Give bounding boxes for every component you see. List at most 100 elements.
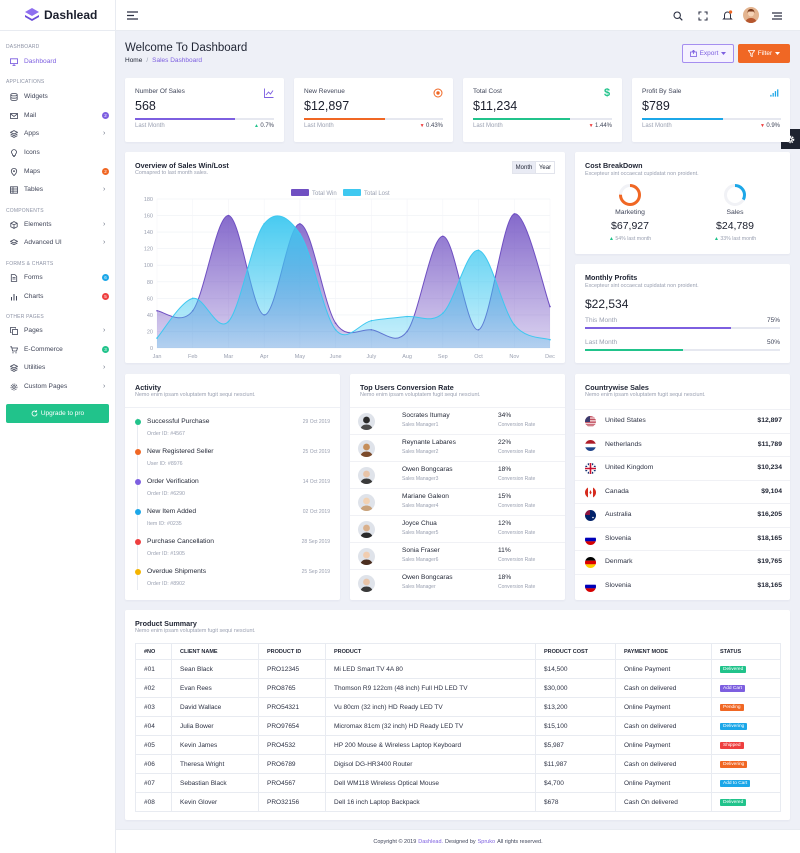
activity-title[interactable]: Overdue Shipments [147, 568, 207, 575]
upgrade-button[interactable]: Upgrade to pro [6, 404, 109, 423]
activity-title[interactable]: Order Verification [147, 478, 199, 485]
filter-button[interactable]: Filter [738, 44, 790, 63]
table-row[interactable]: #05 Kevin James PRO4532 HP 200 Mouse & Wire… [135, 735, 781, 755]
conversion-row[interactable]: Reynante Labares Sales Manager2 22% Convers… [350, 434, 565, 461]
fullscreen-icon[interactable] [696, 9, 709, 22]
breadcrumb-home[interactable]: Home [125, 57, 143, 64]
country-row[interactable]: Netherlands $11,789 [575, 432, 790, 456]
country-value: $9,104 [761, 487, 782, 495]
sidebar-item-tables[interactable]: Tables › [0, 182, 116, 197]
sidebar-item-widgets[interactable]: Widgets [0, 89, 116, 104]
conversion-pct: 12% [498, 520, 512, 527]
sidebar-item-icons[interactable]: Icons [0, 145, 116, 160]
layers-icon [10, 363, 18, 372]
cost-label: Sales [726, 209, 744, 216]
chevron-right-icon: › [103, 221, 106, 228]
country-name: Netherlands [605, 440, 642, 448]
table-row[interactable]: #07 Sebastian Black PRO4567 Dell WM118 Wire… [135, 773, 781, 793]
y-tick-label: 40 [147, 313, 153, 319]
sidebar-item-forms[interactable]: Forms 6 [0, 270, 116, 285]
footer-brand-link[interactable]: Dashlead. [418, 838, 444, 845]
table-row[interactable]: #08 Kevin Glover PRO32156 Dell 16 inch Lapt… [135, 792, 781, 812]
x-tick-label: Oct [474, 354, 483, 360]
cell-product: Thomson R9 122cm (48 inch) Full HD LED T… [325, 678, 536, 698]
footer-author-link[interactable]: Spruko [477, 838, 496, 845]
table-row[interactable]: #04 Julia Bower PRO97654 Micromax 81cm (32 … [135, 716, 781, 736]
chevron-right-icon: › [103, 239, 106, 246]
notification-bell-icon[interactable] [721, 9, 734, 22]
sidebar-item-dashboard[interactable]: Dashboard [0, 54, 116, 69]
sidebar-category: APPLICATIONS [6, 79, 45, 85]
menu-toggle-icon[interactable] [126, 9, 139, 22]
activity-title[interactable]: New Item Added [147, 508, 197, 515]
country-row[interactable]: Denmark $19,765 [575, 550, 790, 573]
stat-label: Number Of Sales [135, 88, 185, 95]
x-tick-label: Jan [153, 354, 162, 360]
conversion-row[interactable]: Owen Bongcaras Sales Manager3 18% Conversio… [350, 461, 565, 488]
sidebar-item-apps[interactable]: Apps › [0, 126, 116, 141]
flag-image [585, 486, 596, 498]
data-point [263, 223, 265, 225]
sidebar-item-mail[interactable]: Mail 2 [0, 108, 116, 123]
this-month-pct: 75% [766, 317, 780, 324]
brand-logo[interactable]: Dashlead [0, 0, 116, 31]
right-menu-icon[interactable] [770, 9, 783, 22]
sidebar-item-utilities[interactable]: Utilities › [0, 360, 116, 375]
user-role: Sales Manager2 [402, 449, 439, 455]
table-row[interactable]: #01 Sean Black PRO12345 Mi LED Smart TV 4A … [135, 659, 781, 679]
card-title: Cost BreakDown [585, 161, 643, 170]
sidebar-item-advanced-ui[interactable]: Advanced UI › [0, 235, 116, 250]
cell-product: Mi LED Smart TV 4A 80 [325, 659, 536, 679]
col-header: PRODUCT ID [258, 643, 326, 660]
table-row[interactable]: #02 Evan Rees PRO8765 Thomson R9 122cm (48 … [135, 678, 781, 698]
arrow-down-icon: ▼ [759, 123, 767, 129]
conversion-row[interactable]: Socrates Itumay Sales Manager1 34% Conversi… [350, 407, 565, 434]
table-row[interactable]: #03 David Wallace PRO54321 Vu 80cm (32 inch… [135, 697, 781, 717]
sidebar-item-charts[interactable]: Charts 5 [0, 289, 116, 304]
country-row[interactable]: United States $12,897 [575, 409, 790, 432]
data-point [406, 315, 408, 318]
activity-title[interactable]: Purchase Cancellation [147, 538, 214, 545]
conversion-row[interactable]: Owen Bongcaras Sales Manager 18% Conversion… [350, 569, 565, 596]
card-subtitle: Nemo enim ipsam voluptatem fugit sequi n… [135, 392, 256, 398]
card-subtitle: Nemo enim ipsam voluptatem fugit sequi n… [585, 392, 706, 398]
cell-status: Delivering [711, 754, 781, 774]
cell-status: Add Cart [711, 678, 781, 698]
country-row[interactable]: Canada $9,104 [575, 479, 790, 503]
country-row[interactable]: United Kingdom $10,234 [575, 456, 790, 479]
activity-title[interactable]: New Registered Seller [147, 448, 214, 455]
y-tick-label: 80 [147, 280, 153, 286]
data-point [513, 324, 516, 326]
table-row[interactable]: #06 Theresa Wright PRO6789 Digisol DG-HR340… [135, 754, 781, 774]
legend-label: Total Lost [364, 191, 390, 197]
conversion-row[interactable]: Mariane Galeon Sales Manager4 15% Conversio… [350, 488, 565, 515]
sidebar-item-ecommerce[interactable]: E-Commerce 3 [0, 342, 116, 357]
conversion-row[interactable]: Joyce Chua Sales Manager5 12% Conversion Ra… [350, 515, 565, 542]
sidebar-item-custom-pages[interactable]: Custom Pages › [0, 379, 116, 394]
filter-label: Filter [757, 50, 773, 57]
search-icon[interactable] [671, 9, 684, 22]
user-avatar[interactable] [743, 7, 759, 23]
card-title: Activity [135, 383, 161, 392]
cell-no: #02 [135, 678, 172, 698]
export-button[interactable]: Export [682, 44, 734, 63]
cell-cost: $4,700 [535, 773, 616, 793]
monthly-value: $22,534 [585, 297, 629, 311]
user-name: Owen Bongcaras [402, 466, 453, 473]
cell-cost: $11,987 [535, 754, 616, 774]
footer: Copyright © 2019 Dashlead. Designed by S… [116, 829, 800, 853]
country-row[interactable]: Australia $16,205 [575, 503, 790, 526]
conversion-row[interactable]: Sonia Fraser Sales Manager6 11% Conversion … [350, 542, 565, 569]
conversion-pct: 34% [498, 412, 512, 419]
country-row[interactable]: Slovenia $18,165 [575, 526, 790, 550]
activity-sub: Order ID: #6290 [147, 491, 185, 497]
year-toggle[interactable]: Year [535, 161, 555, 174]
sidebar-item-elements[interactable]: Elements › [0, 217, 116, 232]
sales-overview-card: Overview of Sales Win/Lost Comapred to l… [125, 152, 565, 363]
stat-card-revenue: New Revenue $12,897 Last Month ▼ 0.43% [294, 78, 453, 142]
activity-title[interactable]: Successful Purchase [147, 418, 210, 425]
sidebar-item-pages[interactable]: Pages › [0, 323, 116, 338]
sidebar-item-maps[interactable]: Maps 2 [0, 164, 116, 179]
country-row[interactable]: Slovenia $18,165 [575, 573, 790, 597]
file-icon [10, 273, 18, 282]
